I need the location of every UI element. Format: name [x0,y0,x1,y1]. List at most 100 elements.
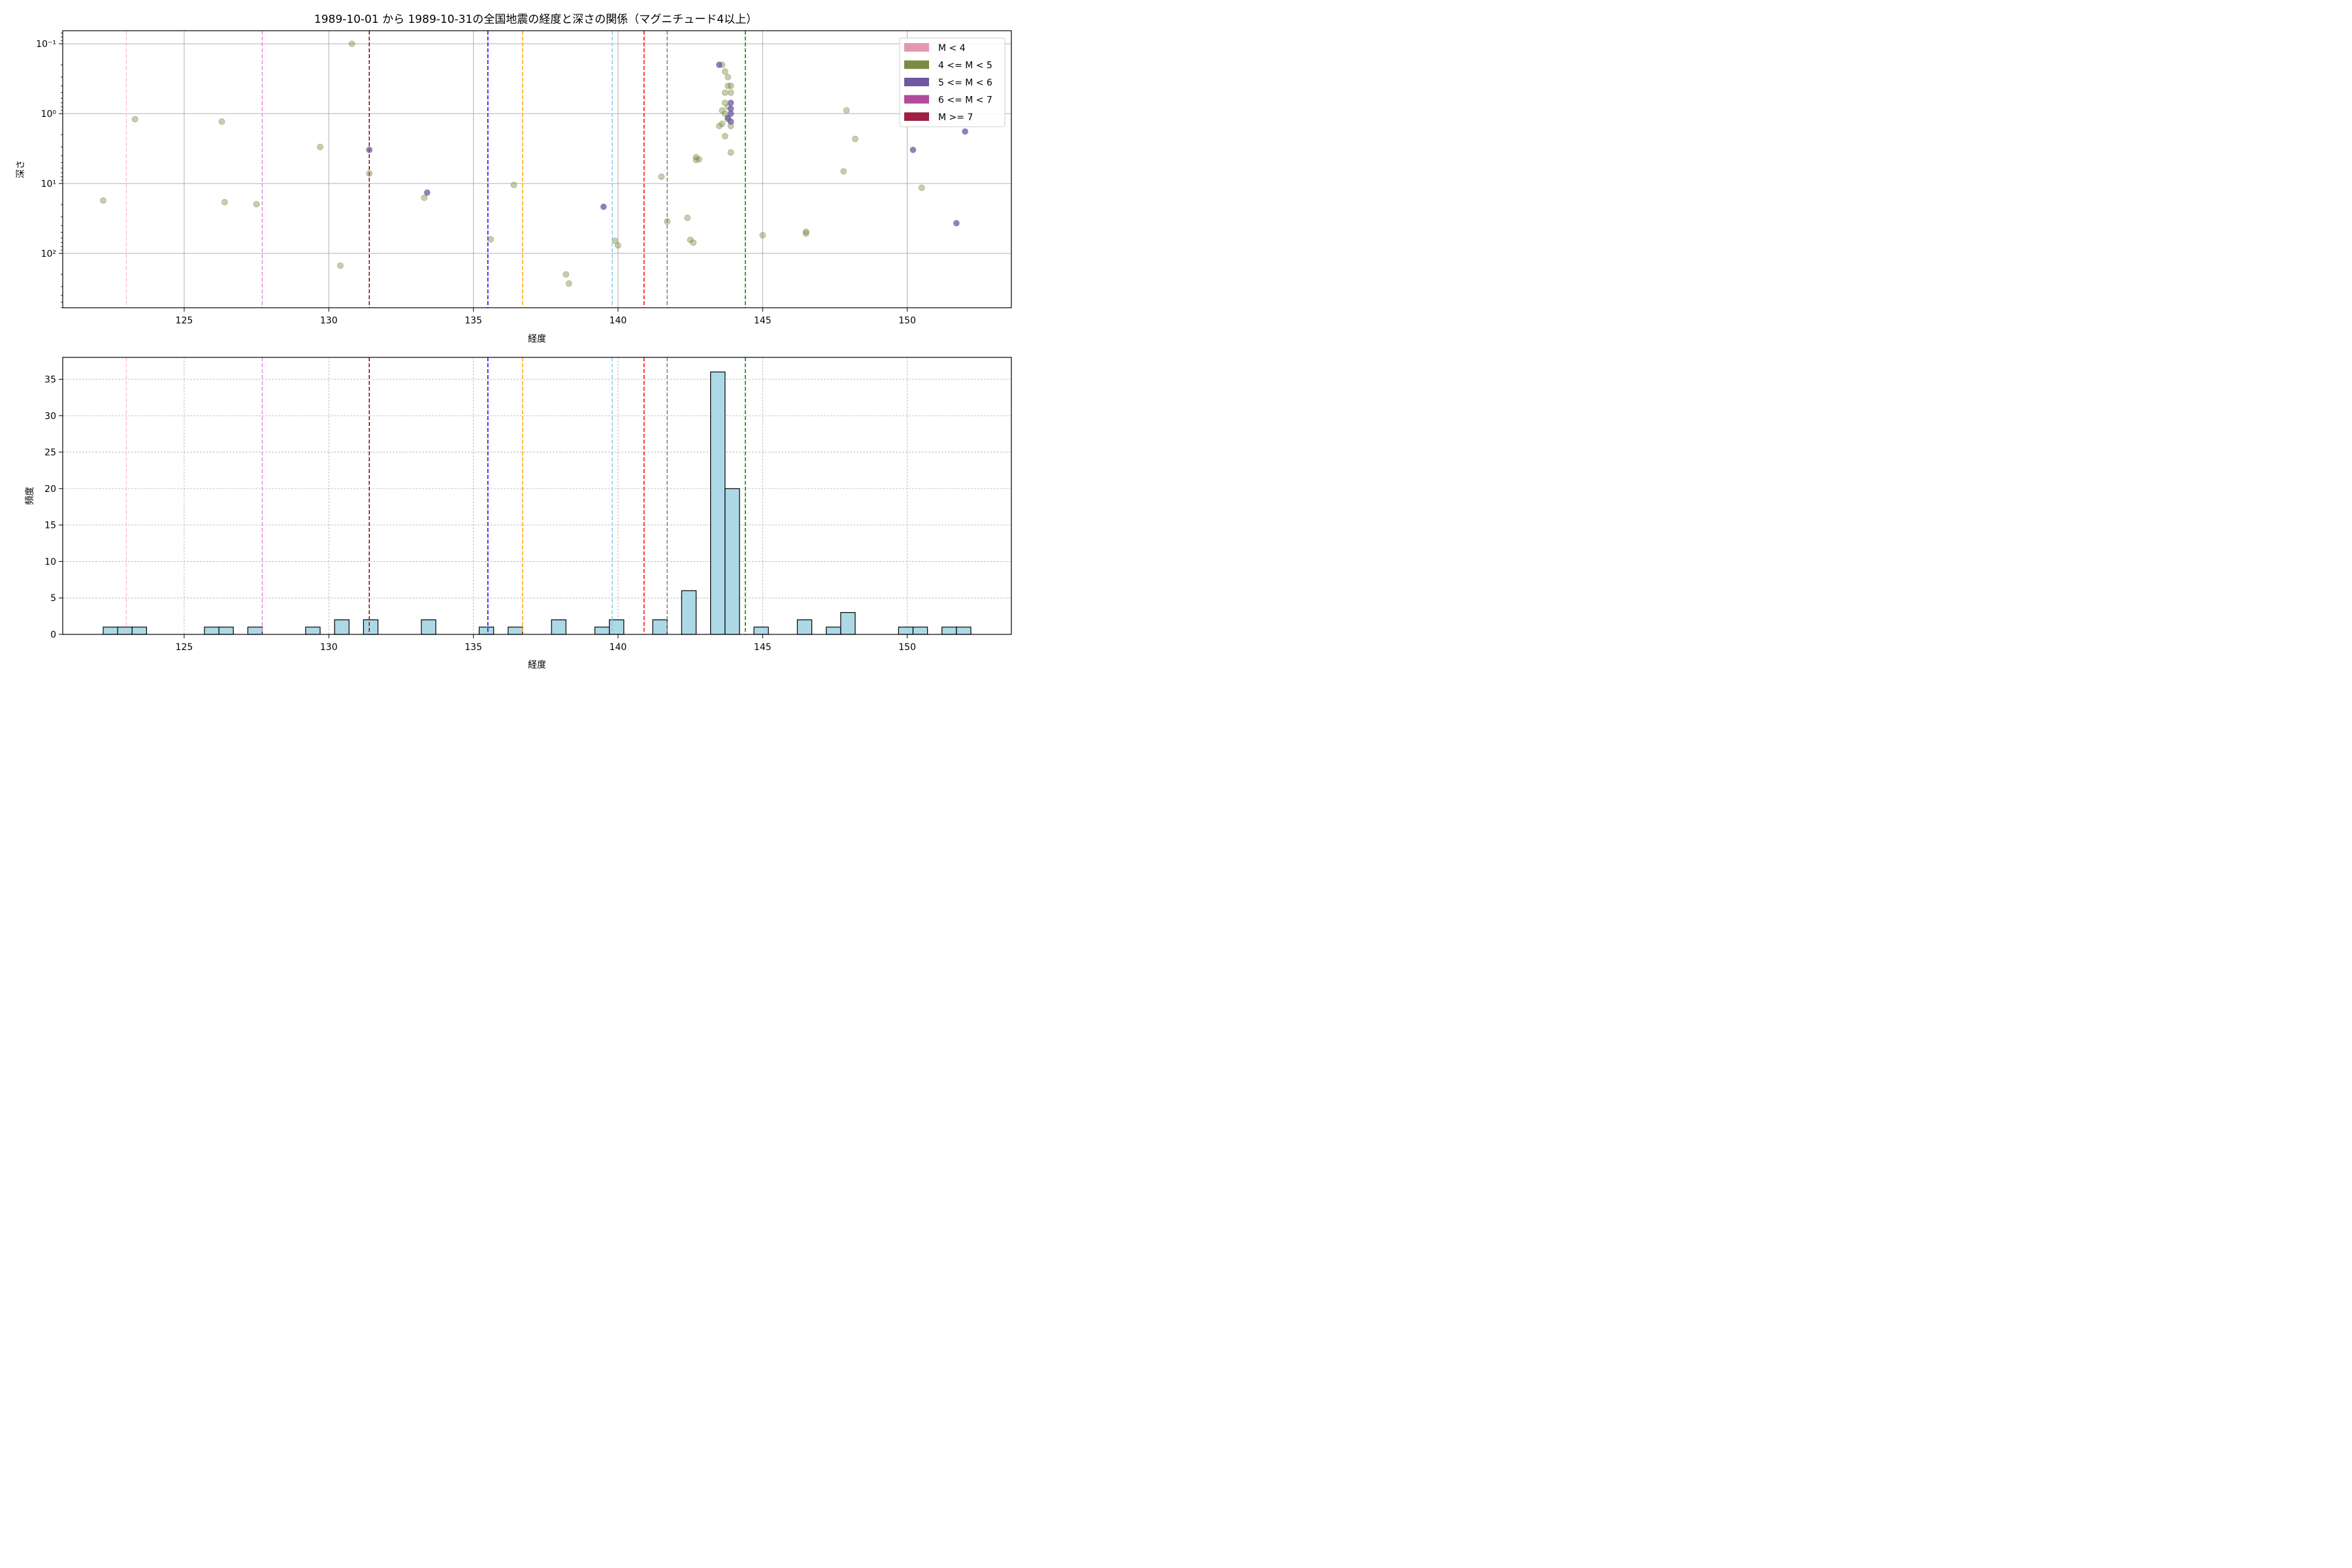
scatter-point [348,41,355,47]
scatter-y-tick-label: 10² [41,249,56,259]
histogram-x-ticks: 125 130 135 140 145 150 [176,634,916,653]
histogram-y-tick-label: 30 [44,411,56,421]
histogram-bar [103,627,118,635]
legend-swatch [904,60,929,69]
histogram-bar [363,619,379,635]
scatter-point [131,116,139,123]
scatter-point [615,242,621,249]
histogram-bar [898,627,914,635]
histogram-bar [956,627,972,635]
scatter-point [725,74,732,80]
scatter-point [563,271,570,278]
histogram-bar [652,619,668,635]
histogram-x-tick-label: 145 [754,642,772,653]
scatter-point [317,144,323,150]
legend-swatch [904,112,929,121]
legend-box [899,37,1005,127]
histogram-x-tick-label: 140 [610,642,627,653]
histogram-x-tick-label: 135 [465,642,482,653]
scatter-point [100,197,106,204]
legend: M < 4 4 <= M < 5 5 <= M < 6 6 <= M < 7 M >= … [899,37,1005,127]
histogram-bar [826,627,841,635]
legend-label: M >= 7 [938,112,973,123]
histogram-y-tick-label: 35 [44,374,56,385]
legend-label: 4 <= M < 5 [938,61,992,71]
histogram-bar [725,488,740,635]
scatter-point [727,99,734,106]
histogram-y-axis-label: 頻度 [25,487,35,505]
scatter-point [727,82,734,90]
scatter-axes-frame [62,30,1012,308]
legend-label: M < 4 [938,43,966,54]
scatter-reference-lines [125,31,746,308]
scatter-point [840,168,847,175]
histogram-bar [247,627,263,635]
scatter-point [721,133,728,140]
scatter-point [221,199,228,206]
legend-label: 5 <= M < 6 [938,78,992,88]
scatter-point [802,228,809,235]
histogram-bar [334,619,350,635]
histogram-bar [204,627,220,635]
scatter-point [953,220,960,227]
histogram-bar [551,619,566,635]
scatter-point [693,156,700,163]
histogram-bars [103,371,972,635]
histogram-y-tick-label: 25 [44,448,56,458]
histogram-axes-frame [62,357,1012,635]
scatter-y-ticks: 10⁻¹ 10⁰ 10¹ 10² [36,33,63,308]
histogram-panel: 125 130 135 140 145 150 0 5 10 15 20 25 30 35 経度 頻度 [25,357,1012,670]
histogram-bar [218,627,234,635]
scatter-point [721,68,728,75]
scatter-point [612,237,619,244]
histogram-bar [840,612,856,635]
histogram-x-axis-label: 経度 [528,660,546,670]
scatter-points [100,41,969,287]
scatter-point [759,232,766,238]
legend-swatch [904,78,929,86]
scatter-x-tick-label: 140 [610,316,627,326]
scatter-point [962,128,969,135]
scatter-point [658,173,665,180]
histogram-x-tick-label: 150 [898,642,916,653]
scatter-x-tick-label: 145 [754,316,772,326]
scatter-x-tick-label: 135 [465,316,482,326]
scatter-y-tick-label: 10¹ [41,179,56,189]
legend-swatch [904,43,929,52]
histogram-bar [681,590,697,635]
scatter-point [684,214,691,221]
histogram-bar [609,619,625,635]
figure: 1989-10-01 から 1989-10-31の全国地震の経度と深さの関係（マ… [16,13,1012,670]
scatter-point [366,146,373,154]
scatter-y-axis-label: 深さ [16,160,26,178]
histogram-bar [710,371,726,635]
chart-title: 1989-10-01 から 1989-10-31の全国地震の経度と深さの関係（マ… [314,13,757,26]
histogram-bar [753,627,769,635]
histogram-y-tick-label: 10 [44,557,56,567]
scatter-point [802,230,809,237]
scatter-point [852,135,858,142]
scatter-x-tick-label: 130 [320,316,338,326]
scatter-panel: 125 130 135 140 145 150 10⁻¹ 10⁰ 10¹ 10² 経度 深さ M… [16,30,1012,344]
scatter-x-tick-label: 125 [176,316,193,326]
scatter-y-tick-label: 10⁰ [41,109,57,120]
histogram-x-tick-label: 125 [176,642,193,653]
legend-label: 6 <= M < 7 [938,95,992,106]
scatter-point [715,61,723,69]
histogram-bar [478,627,495,635]
scatter-point [487,236,495,243]
histogram-x-tick-label: 130 [320,642,338,653]
scatter-point [721,89,728,96]
histogram-y-tick-label: 0 [50,630,56,640]
scatter-point [565,280,572,287]
scatter-point [366,170,373,177]
scatter-point [600,203,607,210]
scatter-point [843,107,850,114]
histogram-y-tick-label: 5 [50,593,56,604]
scatter-point [690,239,696,246]
scatter-point [218,118,225,125]
scatter-point [664,218,671,225]
histogram-bar [305,627,321,635]
scatter-x-ticks: 125 130 135 140 145 150 [176,308,916,326]
scatter-point [727,149,734,156]
